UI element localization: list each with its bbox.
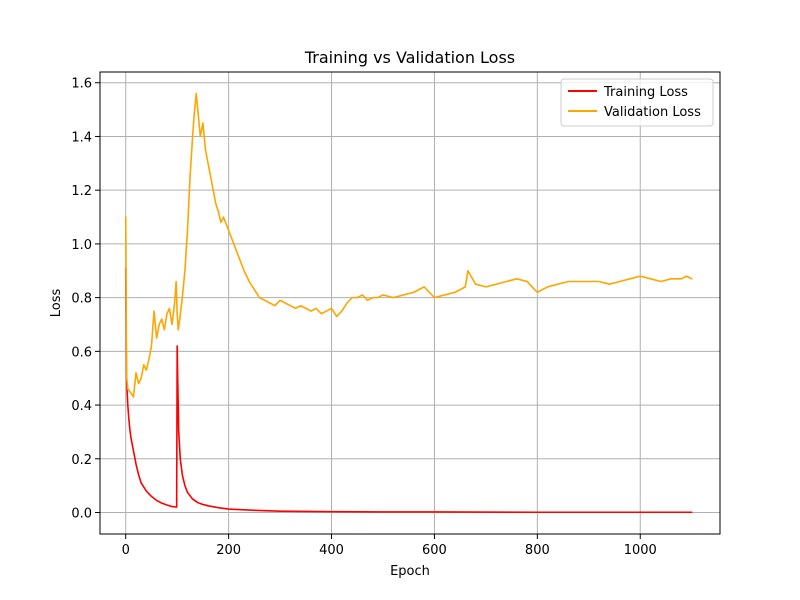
x-tick-label: 800 <box>525 543 550 558</box>
x-tick-label: 200 <box>216 543 241 558</box>
x-axis-label: Epoch <box>390 564 430 579</box>
series-layer <box>124 92 693 514</box>
y-axis-label: Loss <box>49 289 64 318</box>
series-line-validation-loss <box>124 92 693 398</box>
y-tick-label: 1.6 <box>71 77 92 92</box>
legend-label-training-loss: Training Loss <box>603 85 688 100</box>
y-tick-label: 0.8 <box>71 292 92 307</box>
legend: Training Loss Validation Loss <box>560 78 714 127</box>
y-tick-label: 0.0 <box>71 507 92 522</box>
y-tick-label: 0.2 <box>71 453 92 468</box>
x-tick-label: 1000 <box>624 543 657 558</box>
x-tick-label: 400 <box>319 543 344 558</box>
chart-title: Training vs Validation Loss <box>304 48 515 67</box>
ticks-layer: 0 200 400 600 800 1000 0.0 0.2 0.4 0.6 0.8 1.0 1.2 1.… <box>71 77 656 558</box>
x-tick-label: 600 <box>422 543 447 558</box>
series-line-training-loss <box>124 267 693 514</box>
legend-label-validation-loss: Validation Loss <box>604 105 701 120</box>
plot-frame <box>99 71 721 535</box>
y-tick-label: 1.4 <box>71 130 92 145</box>
y-tick-label: 1.2 <box>71 184 92 199</box>
y-tick-label: 0.4 <box>71 399 92 414</box>
y-tick-label: 1.0 <box>71 238 92 253</box>
x-tick-label: 0 <box>122 543 130 558</box>
y-tick-label: 0.6 <box>71 345 92 360</box>
plot-area <box>100 72 720 534</box>
legend-box <box>560 78 714 127</box>
